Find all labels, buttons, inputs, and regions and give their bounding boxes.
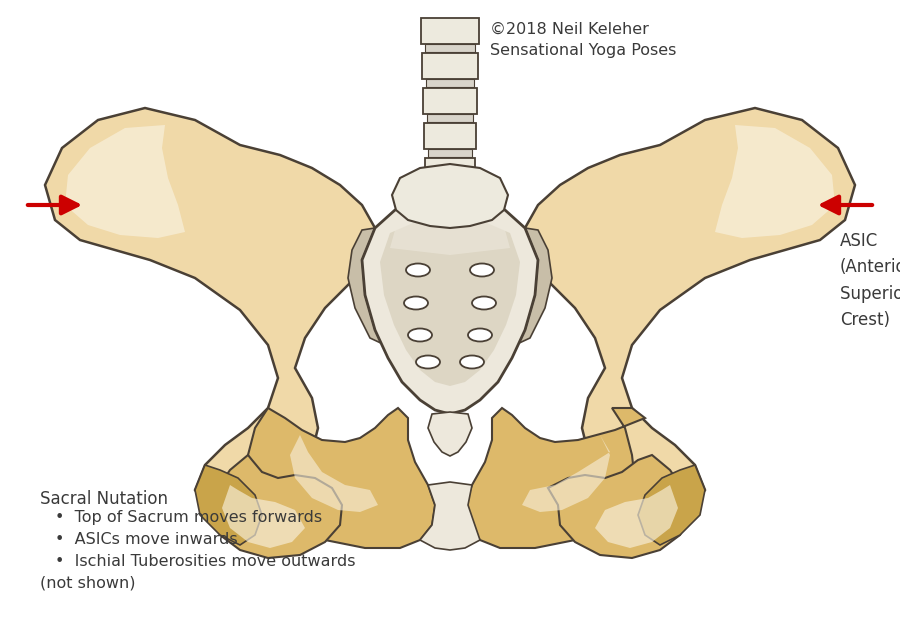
Polygon shape: [428, 412, 472, 456]
Polygon shape: [390, 215, 510, 255]
Polygon shape: [428, 149, 472, 157]
Polygon shape: [65, 125, 185, 238]
Polygon shape: [425, 158, 475, 184]
Polygon shape: [45, 108, 375, 520]
Text: ASIC
(Anterior
Superior Iliac
Crest): ASIC (Anterior Superior Iliac Crest): [840, 232, 900, 329]
Polygon shape: [380, 217, 520, 386]
Polygon shape: [290, 435, 378, 512]
Polygon shape: [425, 44, 475, 52]
Polygon shape: [422, 53, 478, 79]
Polygon shape: [392, 164, 508, 228]
Ellipse shape: [408, 329, 432, 341]
Polygon shape: [424, 123, 476, 149]
Text: ©2018 Neil Keleher
Sensational Yoga Poses: ©2018 Neil Keleher Sensational Yoga Pose…: [490, 22, 677, 58]
Polygon shape: [423, 88, 477, 114]
Polygon shape: [248, 408, 435, 548]
Polygon shape: [515, 228, 552, 345]
Ellipse shape: [468, 329, 492, 341]
Polygon shape: [362, 195, 538, 414]
Polygon shape: [715, 125, 835, 238]
Ellipse shape: [406, 264, 430, 276]
Polygon shape: [348, 228, 385, 345]
Polygon shape: [421, 18, 479, 44]
Polygon shape: [595, 485, 678, 548]
Ellipse shape: [460, 356, 484, 369]
Polygon shape: [427, 114, 473, 122]
Polygon shape: [638, 465, 705, 545]
Ellipse shape: [404, 296, 428, 309]
Text: •  Ischial Tuberosities move outwards: • Ischial Tuberosities move outwards: [55, 554, 356, 569]
Text: Sacral Nutation: Sacral Nutation: [40, 490, 168, 508]
Polygon shape: [522, 435, 610, 512]
Text: •  ASICs move inwards: • ASICs move inwards: [55, 532, 238, 547]
Polygon shape: [195, 465, 262, 545]
Text: (not shown): (not shown): [40, 576, 136, 591]
Polygon shape: [426, 79, 474, 87]
Ellipse shape: [472, 296, 496, 309]
Polygon shape: [548, 455, 690, 558]
Polygon shape: [210, 455, 342, 558]
Polygon shape: [525, 108, 855, 520]
Ellipse shape: [416, 356, 440, 369]
Text: •  Top of Sacrum moves forwards: • Top of Sacrum moves forwards: [55, 510, 322, 525]
Polygon shape: [420, 482, 480, 550]
Polygon shape: [222, 485, 305, 548]
Ellipse shape: [470, 264, 494, 276]
Polygon shape: [465, 408, 645, 548]
